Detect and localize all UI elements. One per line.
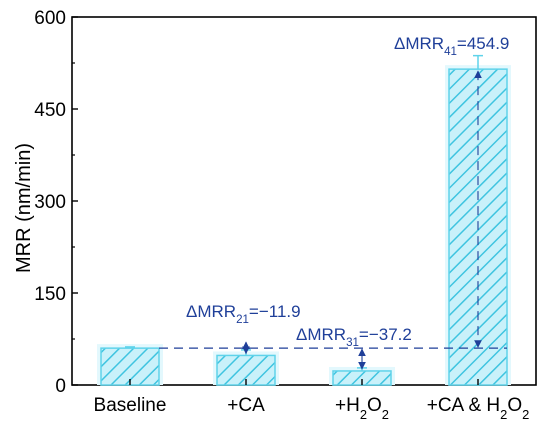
x-tick-label-2: +H2O2: [335, 395, 389, 422]
error-bars-group: [125, 54, 483, 371]
y-tick-label: 0: [55, 376, 66, 397]
y-tick-label: 600: [34, 8, 66, 29]
y-axis-title: MRR (nm/min): [13, 143, 35, 273]
annotation-dmrr31: ΔMRR31=−37.2: [296, 325, 412, 349]
y-tick-label: 150: [34, 284, 66, 305]
annotation-dmrr41: ΔMRR41=454.9: [394, 34, 509, 58]
y-axis-ticks: 0 150 300 450 600: [34, 8, 78, 397]
x-tick-label-0: Baseline: [94, 395, 167, 416]
x-tick-label-3: +CA & H2O2: [427, 395, 530, 422]
y-tick-label: 450: [34, 100, 66, 121]
annotation-dmrr21: ΔMRR21=−11.9: [186, 302, 301, 326]
x-axis-ticks: Baseline +CA +H2O2 +CA & H2O2: [94, 379, 530, 422]
x-tick-label-1: +CA: [227, 395, 265, 416]
y-tick-label: 300: [34, 192, 66, 213]
